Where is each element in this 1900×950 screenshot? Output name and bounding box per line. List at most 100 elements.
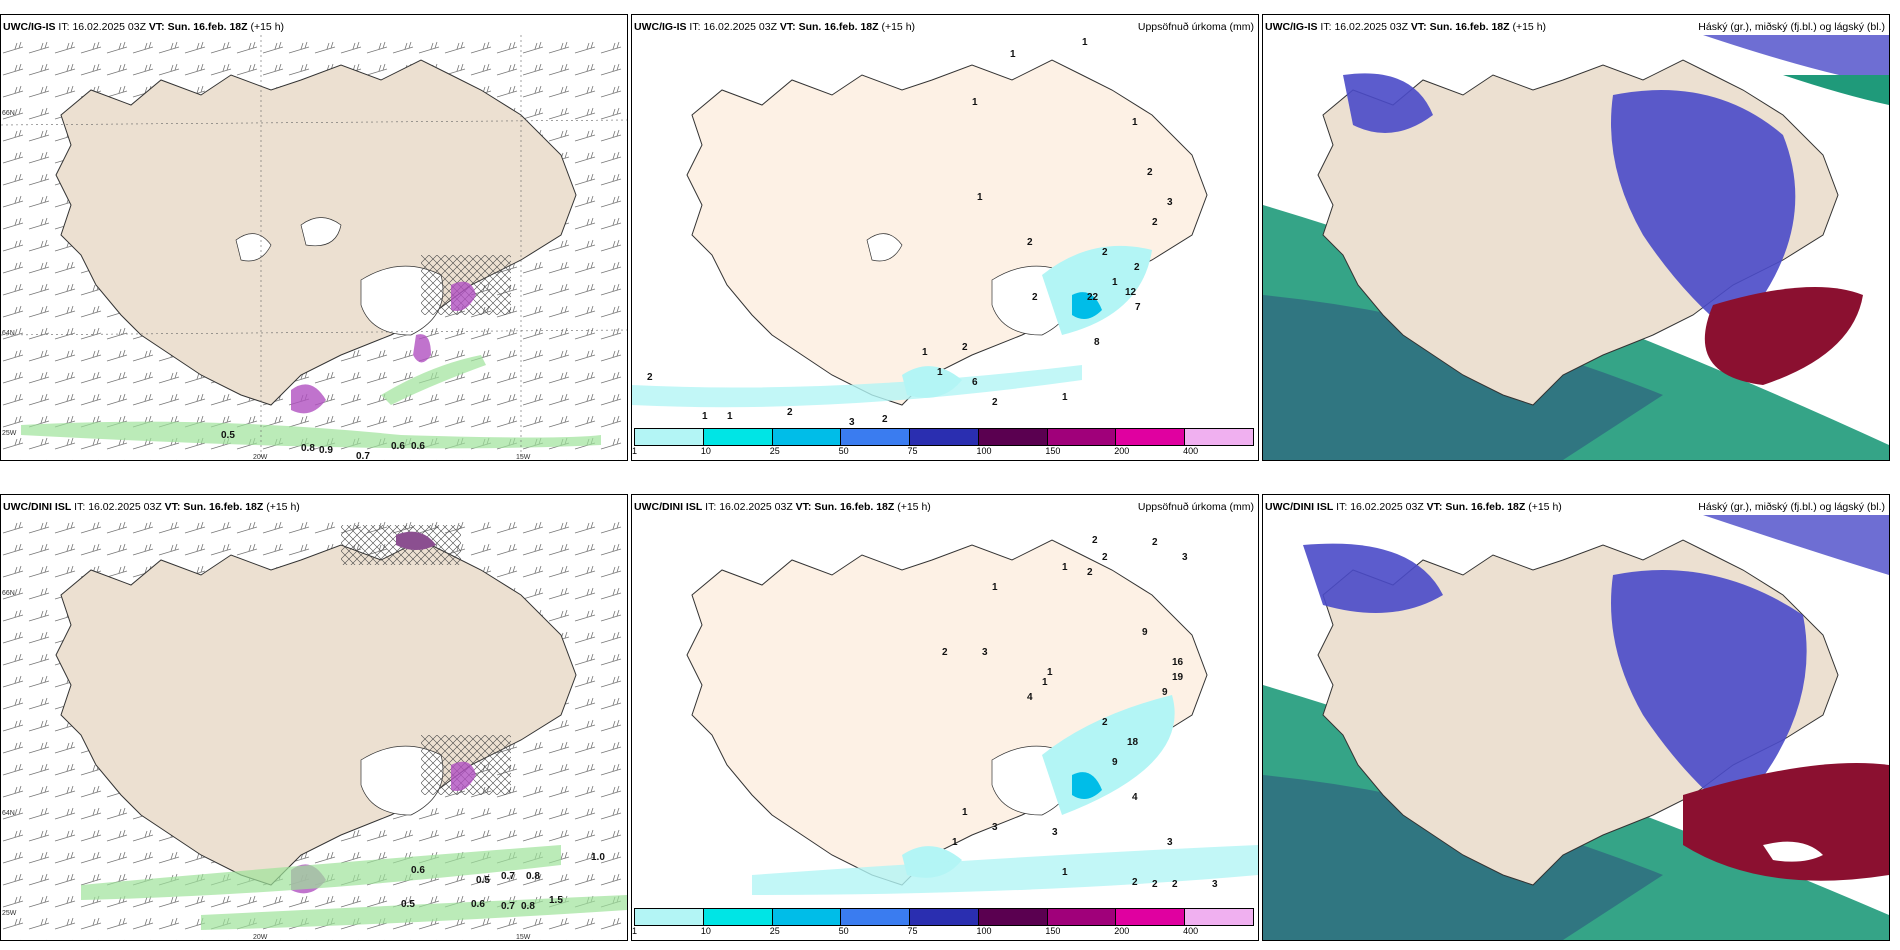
axis-label-15w: 15W [516,454,531,461]
wind-band [381,355,486,405]
svg-text:2: 2 [1172,879,1178,890]
axis-label-15w: 15W [516,934,531,941]
svg-text:0.6: 0.6 [411,865,425,876]
colorbar-label: 50 [838,446,849,456]
svg-text:9: 9 [1142,627,1148,638]
axis-label-20w: 20W [253,934,268,941]
svg-text:1: 1 [922,347,928,358]
svg-text:2: 2 [1152,537,1158,548]
panel-title: UWC/IG-IS IT: 16.02.2025 03Z VT: Sun. 16… [3,21,285,33]
svg-text:3: 3 [992,822,998,833]
svg-text:16: 16 [1172,657,1184,668]
map-wind-top: 0.5 0.8 0.9 0.7 0.6 0.6 [1,35,627,460]
axis-label-66n: 66N [2,590,15,597]
svg-text:2: 2 [1152,217,1158,228]
svg-text:3: 3 [1167,837,1173,848]
svg-text:1.0: 1.0 [591,852,605,863]
svg-text:3: 3 [1182,552,1188,563]
glacier [235,233,272,262]
svg-text:2: 2 [1032,292,1038,303]
svg-text:2: 2 [962,342,968,353]
precip-shade [291,384,326,414]
axis-label-25w: 25W [2,910,17,917]
panel-precip-bottom: UWC/DINI ISL IT: 16.02.2025 03Z VT: Sun.… [631,494,1259,941]
precip-shade [413,334,431,363]
svg-text:1: 1 [1062,867,1068,878]
svg-text:8: 8 [1094,337,1100,348]
svg-text:1: 1 [1112,277,1118,288]
svg-text:0.8: 0.8 [526,871,540,882]
svg-text:2: 2 [1134,262,1140,273]
colorbar-cell [1116,429,1186,445]
colorbar-cell [978,909,1048,925]
svg-text:7: 7 [1135,302,1141,313]
svg-text:3: 3 [982,647,988,658]
svg-text:2: 2 [787,407,793,418]
axis-label-20w: 20W [253,454,268,461]
glacier [300,217,342,247]
precip-shade [451,281,476,311]
wind-value: 0.8 [301,443,315,454]
svg-text:1: 1 [1062,392,1068,403]
svg-text:1: 1 [1010,49,1016,60]
svg-text:3: 3 [849,417,855,425]
svg-text:0.8: 0.8 [521,901,535,912]
high-cloud [1704,287,1863,385]
colorbar-label: 150 [1045,926,1061,936]
colorbar-label: 100 [976,926,992,936]
svg-text:0.5: 0.5 [476,875,490,886]
precip-area [1042,245,1152,335]
colorbar-cell [635,909,704,925]
svg-text:1.5: 1.5 [549,895,563,906]
svg-text:3: 3 [1052,827,1058,838]
colorbar-label: 1 [632,446,638,456]
svg-text:2: 2 [1102,552,1108,563]
svg-text:2: 2 [882,414,888,425]
svg-text:3: 3 [1212,879,1218,890]
colorbar: 1 10 25 50 75 100 150 200 400 [632,908,1258,938]
colorbar-cell [910,909,979,925]
svg-text:9: 9 [1162,687,1168,698]
map-clouds-bottom [1263,515,1889,940]
map-wind-bottom: 0.6 0.5 0.7 0.8 1.0 1.5 0.5 0.6 0.7 0.8 [1,515,627,940]
colorbar: 1 10 25 50 75 100 150 200 400 [632,428,1258,458]
svg-text:0.5: 0.5 [401,899,415,910]
svg-text:1: 1 [952,837,958,848]
svg-text:1: 1 [1047,667,1053,678]
svg-text:0.7: 0.7 [501,871,515,882]
colorbar-label: 25 [769,446,780,456]
colorbar-cell [978,429,1048,445]
svg-text:12: 12 [1125,287,1137,298]
colorbar-label: 100 [976,446,992,456]
colorbar-cell [910,429,979,445]
panel-title: UWC/IG-IS IT: 16.02.2025 03Z VT: Sun. 16… [634,21,916,33]
panel-wind-top: UWC/IG-IS IT: 16.02.2025 03Z VT: Sun. 16… [0,14,628,461]
svg-text:3: 3 [1167,197,1173,208]
svg-text:2: 2 [1102,247,1108,258]
svg-text:1: 1 [937,367,943,378]
colorbar-label: 400 [1183,926,1199,936]
svg-text:1: 1 [1082,37,1088,48]
colorbar-cell [1185,429,1254,445]
colorbar-cell [703,429,773,445]
wind-value: 0.6 [411,441,425,452]
svg-text:1: 1 [962,807,968,818]
svg-text:1: 1 [977,192,983,203]
svg-text:22: 22 [1087,292,1099,303]
iceland-land [686,59,1208,406]
colorbar-label: 10 [700,446,711,456]
panel-title: UWC/IG-IS IT: 16.02.2025 03Z VT: Sun. 16… [1265,21,1547,33]
colorbar-cell [772,909,842,925]
axis-label-64n: 64N [2,330,15,337]
svg-text:2: 2 [942,647,948,658]
map-precip-top: 1 1 1 1 2 1 2 2 2 3 2 1 2 12 7 22 8 2 6 … [632,35,1258,425]
svg-text:1: 1 [702,411,708,422]
svg-text:6: 6 [972,377,978,388]
colorbar-label: 150 [1045,446,1061,456]
map-precip-bottom: 2 1 1 2 2 2 3 2 1 3 9 16 19 9 4 1 2 18 9… [632,515,1258,905]
svg-text:1: 1 [992,582,998,593]
colorbar-label: 25 [769,926,780,936]
svg-text:1: 1 [727,411,733,422]
colorbar-cell [841,909,911,925]
colorbar-label: 50 [838,926,849,936]
